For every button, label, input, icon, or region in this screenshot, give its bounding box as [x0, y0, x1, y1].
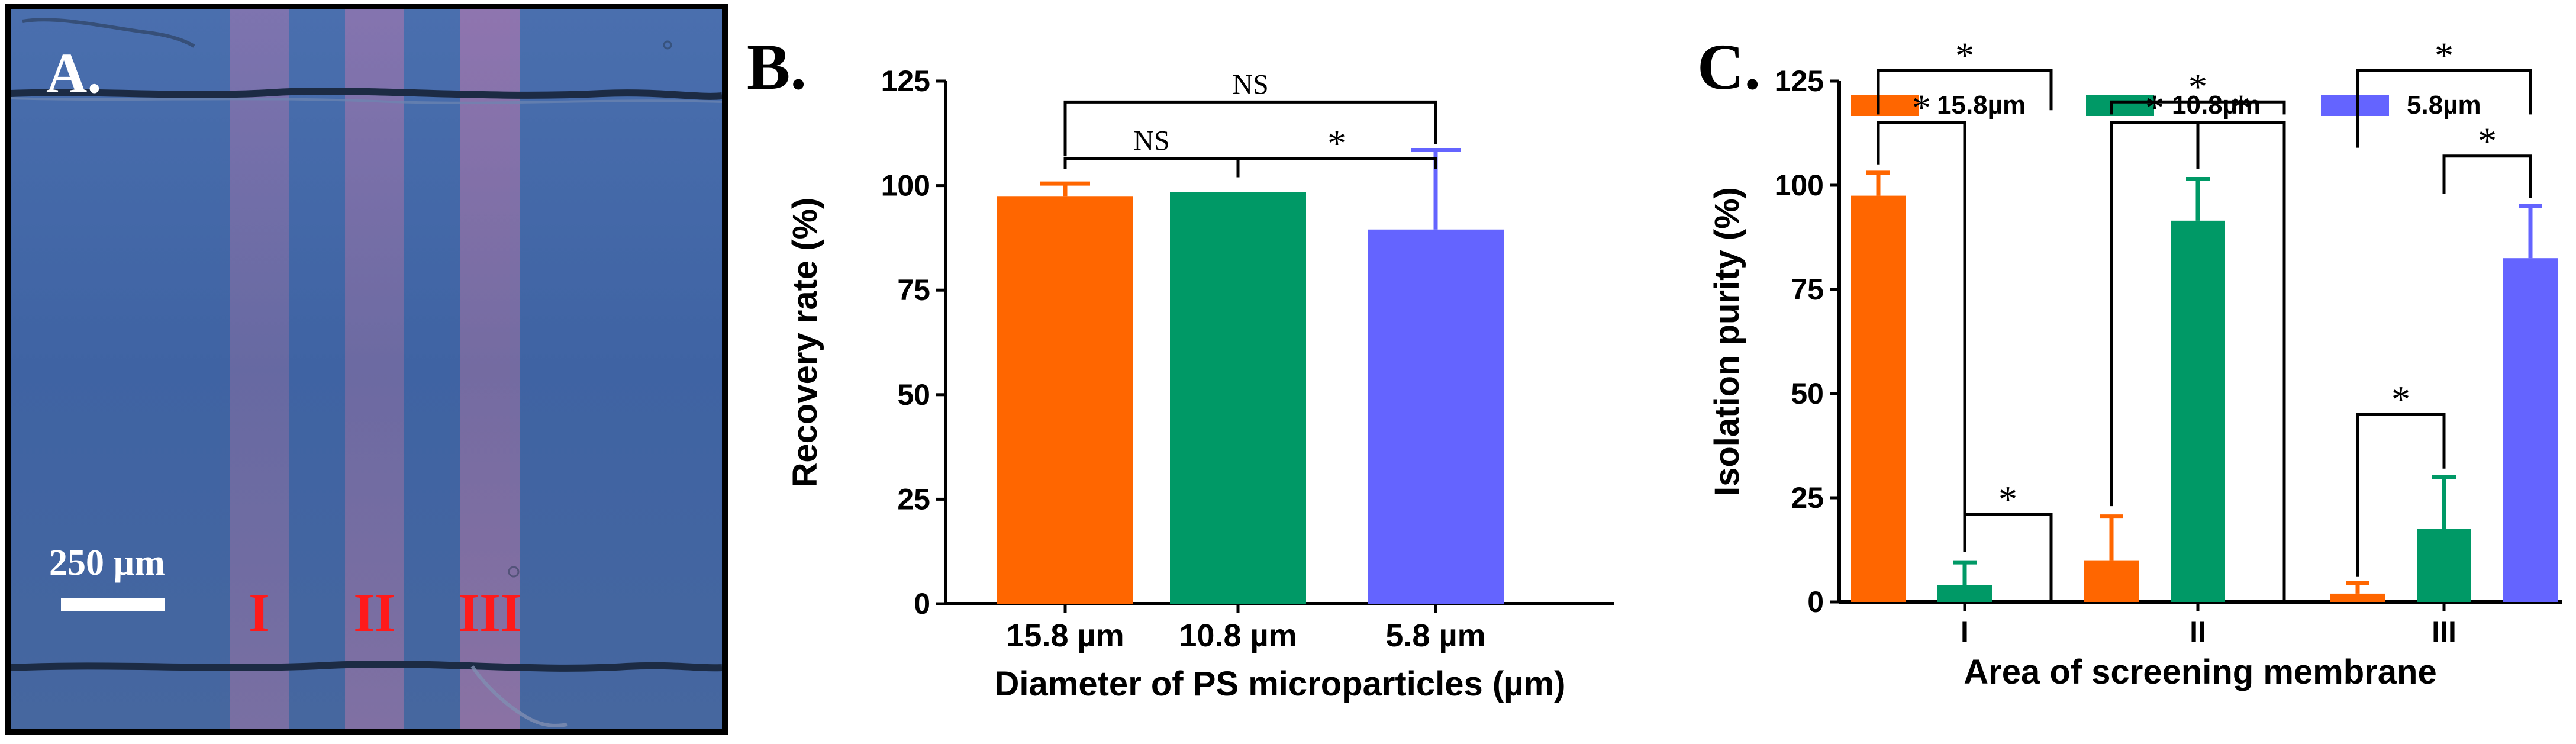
x-tick-label: 15.8 µm: [1006, 618, 1124, 653]
significance-bracket: [1963, 513, 2053, 602]
significance-bracket-label: *: [2435, 34, 2454, 76]
x-tick-label: III: [2432, 616, 2456, 649]
significance-bracket-label: NS: [1133, 125, 1169, 157]
zone-label-i: I: [249, 582, 270, 643]
zone-stripe-ii: [345, 9, 404, 729]
panel-a-letter: A.: [46, 41, 101, 105]
bar: [2503, 258, 2558, 602]
significance-bracket-label: *: [1955, 34, 1974, 76]
significance-bracket: [2356, 69, 2532, 148]
legend-swatch: [1851, 95, 1919, 116]
significance-bracket-label: *: [2145, 86, 2164, 128]
significance-bracket-label: NS: [1232, 69, 1268, 100]
significance-bracket: [1236, 157, 1437, 178]
significance-bracket: [1063, 157, 1240, 178]
significance-bracket-label: *: [2188, 66, 2207, 108]
y-axis-label: Recovery rate (%): [786, 198, 824, 488]
zone-stripe-iii: [460, 9, 520, 729]
y-tick-label: 125: [881, 65, 930, 98]
significance-bracket-label: *: [2478, 120, 2497, 162]
legend-swatch: [2321, 95, 2389, 116]
x-tick-label: 10.8 µm: [1179, 618, 1297, 653]
x-tick-label: II: [2190, 616, 2206, 649]
y-tick-label: 25: [897, 482, 930, 516]
bar: [1937, 585, 1992, 602]
y-tick-label: 50: [897, 378, 930, 411]
scale-bar: [61, 598, 165, 611]
significance-bracket: [1877, 121, 1966, 552]
significance-bracket: [2110, 100, 2286, 115]
significance-bracket-label: *: [2232, 86, 2251, 128]
legend-label: 5.8µm: [2407, 91, 2481, 120]
panel-letter: B.: [747, 31, 807, 103]
legend-swatch: [2086, 95, 2154, 116]
zone-stripe-i: [230, 9, 289, 729]
y-tick-label: 75: [897, 273, 930, 307]
bar: [1851, 195, 1906, 603]
membrane-edge-bottom: [11, 661, 722, 672]
bar: [2084, 560, 2139, 602]
significance-bracket: [2356, 413, 2446, 577]
x-tick-label: 5.8 µm: [1385, 618, 1485, 653]
significance-bracket: [2196, 121, 2286, 602]
y-tick-label: 25: [1791, 481, 1824, 514]
bar: [2417, 529, 2471, 602]
y-tick-label: 75: [1791, 273, 1824, 306]
x-tick-label: I: [1961, 616, 1969, 649]
bar: [2330, 593, 2385, 602]
y-tick-label: 0: [914, 587, 930, 620]
significance-bracket-label: *: [1998, 478, 2017, 520]
scale-bar-label: 250 µm: [49, 543, 165, 583]
membrane-edge-top: [11, 88, 722, 100]
y-tick-label: 0: [1807, 585, 1824, 619]
bar: [1170, 192, 1306, 604]
bar: [2171, 220, 2225, 603]
zone-label-iii: III: [458, 582, 521, 643]
significance-bracket-label: *: [1912, 86, 1931, 128]
legend-label: 10.8µm: [2172, 91, 2261, 120]
zone-label-ii: II: [353, 582, 396, 643]
x-axis-label: Diameter of PS microparticles (µm): [995, 665, 1566, 703]
significance-bracket: [2442, 154, 2532, 198]
significance-bracket: [1063, 100, 1437, 157]
significance-bracket-label: *: [2391, 378, 2410, 420]
micrograph-panel: A. 250 µm I II III: [5, 4, 728, 735]
y-tick-label: 100: [1775, 169, 1824, 202]
micrograph-image: A. 250 µm I II III: [11, 9, 722, 729]
panel-letter: C.: [1697, 31, 1761, 103]
y-tick-label: 50: [1791, 377, 1824, 410]
legend-label: 15.8µm: [1937, 91, 2026, 120]
bar: [997, 196, 1133, 604]
y-tick-label: 100: [881, 169, 930, 202]
y-axis-label: Isolation purity (%): [1708, 187, 1746, 496]
x-axis-label: Area of screening membrane: [1964, 653, 2436, 691]
y-tick-label: 125: [1775, 65, 1824, 98]
significance-bracket-label: *: [1327, 123, 1346, 165]
significance-bracket: [1877, 69, 2053, 115]
bar: [1368, 229, 1504, 604]
